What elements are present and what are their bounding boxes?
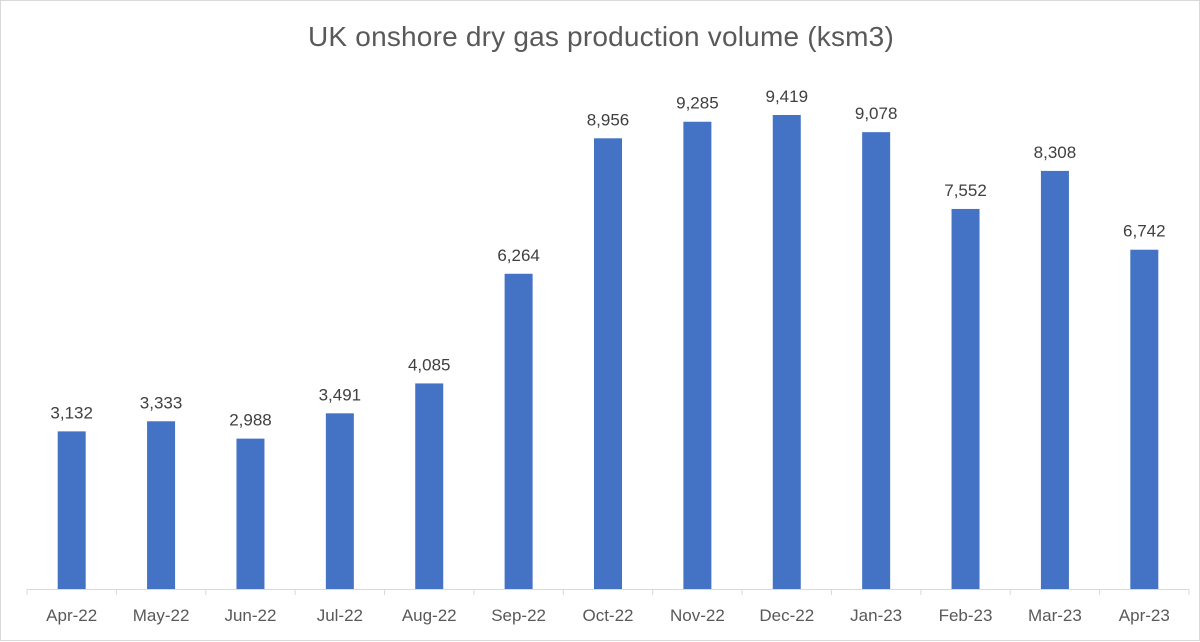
bar-aug-22: [415, 383, 444, 589]
bar-jul-22: [325, 413, 354, 589]
bar-dec-22: [772, 115, 801, 589]
bar-apr-22: [57, 431, 86, 589]
data-label: 9,285: [676, 94, 719, 113]
x-tick-label: Feb-23: [939, 606, 993, 625]
data-label: 9,419: [765, 87, 808, 106]
bar-jan-23: [862, 132, 891, 590]
data-label: 8,956: [587, 110, 630, 129]
x-tick-label: Dec-22: [759, 606, 814, 625]
data-label: 9,078: [855, 104, 898, 123]
data-label: 3,333: [140, 393, 183, 412]
bar-mar-23: [1040, 170, 1069, 589]
x-tick-label: May-22: [133, 606, 190, 625]
data-label: 6,742: [1123, 222, 1166, 241]
bar-apr-23: [1130, 249, 1159, 589]
bar-nov-22: [683, 121, 712, 589]
x-tick-label: Apr-22: [46, 606, 97, 625]
bar-jun-22: [236, 438, 265, 589]
data-label: 7,552: [944, 181, 987, 200]
x-tick-label: Jun-22: [224, 606, 276, 625]
chart-title: UK onshore dry gas production volume (ks…: [308, 21, 894, 52]
x-tick-label: Jan-23: [850, 606, 902, 625]
x-tick-label: Mar-23: [1028, 606, 1082, 625]
x-tick-label: Apr-23: [1119, 606, 1170, 625]
x-tick-label: Sep-22: [491, 606, 546, 625]
x-tick-label: Aug-22: [402, 606, 457, 625]
x-axis: Apr-22 May-22 Jun-22 Jul-22 Aug-22 Sep-22 Oct-…: [26, 589, 1190, 625]
bar-sep-22: [504, 273, 533, 589]
data-label: 3,132: [50, 403, 93, 422]
bars-group: [57, 115, 1159, 590]
data-label: 3,491: [319, 385, 362, 404]
bar-feb-23: [951, 208, 980, 589]
data-labels-group: 3,132 3,333 2,988 3,491 4,085 6,264 8,956 9,285…: [50, 87, 1165, 430]
x-tick-label: Nov-22: [670, 606, 725, 625]
bar-may-22: [147, 421, 176, 589]
data-label: 4,085: [408, 355, 451, 374]
x-tick-label: Oct-22: [582, 606, 633, 625]
data-label: 8,308: [1034, 143, 1077, 162]
x-tick-label: Jul-22: [317, 606, 363, 625]
data-label: 2,988: [229, 411, 272, 430]
bar-oct-22: [594, 138, 622, 589]
data-label: 6,264: [497, 246, 540, 265]
